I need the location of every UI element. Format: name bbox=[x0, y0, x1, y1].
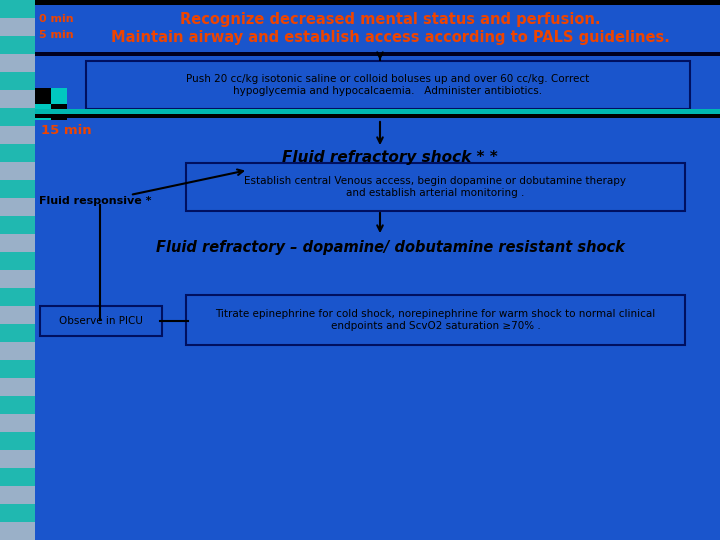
Bar bbox=[0, 180, 35, 198]
Bar bbox=[0, 396, 35, 414]
Bar bbox=[0, 288, 35, 306]
FancyBboxPatch shape bbox=[86, 61, 690, 109]
Bar bbox=[0, 162, 35, 180]
Bar bbox=[0, 18, 35, 36]
Bar bbox=[0, 54, 35, 72]
Text: Titrate epinephrine for cold shock, norepinephrine for warm shock to normal clin: Titrate epinephrine for cold shock, nore… bbox=[215, 309, 656, 331]
Bar bbox=[0, 342, 35, 360]
Bar bbox=[0, 414, 35, 432]
Bar bbox=[0, 270, 35, 288]
Bar bbox=[35, 109, 720, 114]
Bar bbox=[0, 306, 35, 324]
Bar bbox=[0, 234, 35, 252]
Text: 15 min: 15 min bbox=[41, 124, 91, 137]
Bar bbox=[0, 486, 35, 504]
FancyBboxPatch shape bbox=[40, 306, 162, 336]
Bar bbox=[35, 114, 720, 118]
Bar bbox=[0, 216, 35, 234]
Bar bbox=[0, 504, 35, 522]
FancyBboxPatch shape bbox=[186, 163, 685, 211]
Bar bbox=[0, 36, 35, 54]
Bar bbox=[51, 104, 67, 120]
FancyBboxPatch shape bbox=[186, 295, 685, 345]
Bar bbox=[0, 252, 35, 270]
Bar bbox=[35, 52, 720, 56]
Bar bbox=[35, 0, 720, 5]
Text: 0 min: 0 min bbox=[39, 14, 73, 24]
Bar bbox=[0, 0, 35, 18]
Bar bbox=[0, 108, 35, 126]
Bar bbox=[0, 522, 35, 540]
Bar bbox=[0, 360, 35, 378]
Text: Observe in PICU: Observe in PICU bbox=[59, 316, 143, 326]
Bar bbox=[0, 72, 35, 90]
Text: Establish central Venous access, begin dopamine or dobutamine therapy
and establ: Establish central Venous access, begin d… bbox=[245, 176, 626, 198]
Bar bbox=[35, 88, 51, 104]
Bar bbox=[0, 450, 35, 468]
Bar bbox=[0, 126, 35, 144]
Bar bbox=[51, 88, 67, 104]
Text: 5 min: 5 min bbox=[39, 30, 73, 40]
Text: Maintain airway and establish access according to PALS guidelines.: Maintain airway and establish access acc… bbox=[111, 30, 670, 45]
Text: Fluid refractory shock * *: Fluid refractory shock * * bbox=[282, 150, 498, 165]
Text: Fluid responsive *: Fluid responsive * bbox=[39, 196, 151, 206]
Bar bbox=[35, 104, 51, 120]
Text: Push 20 cc/kg isotonic saline or colloid boluses up and over 60 cc/kg. Correct
h: Push 20 cc/kg isotonic saline or colloid… bbox=[186, 74, 590, 96]
Bar bbox=[0, 198, 35, 216]
Bar bbox=[0, 432, 35, 450]
Text: Fluid refractory – dopamine/ dobutamine resistant shock: Fluid refractory – dopamine/ dobutamine … bbox=[156, 240, 624, 255]
Bar bbox=[0, 468, 35, 486]
Bar bbox=[0, 90, 35, 108]
Bar bbox=[0, 144, 35, 162]
Text: Recognize decreased mental status and perfusion.: Recognize decreased mental status and pe… bbox=[180, 12, 600, 27]
Bar bbox=[0, 378, 35, 396]
Bar bbox=[0, 324, 35, 342]
